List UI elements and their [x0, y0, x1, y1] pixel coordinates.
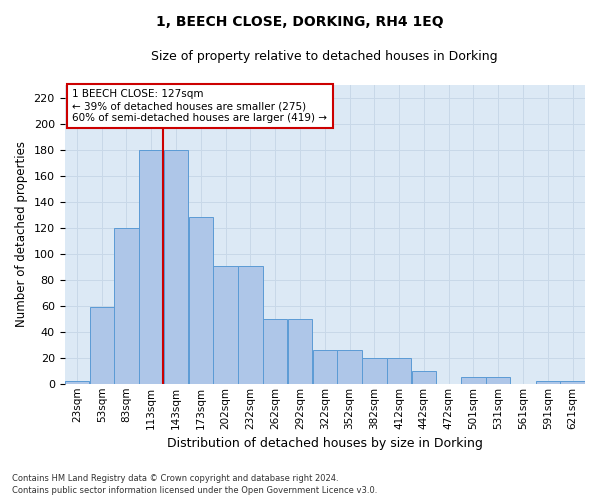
Text: 1, BEECH CLOSE, DORKING, RH4 1EQ: 1, BEECH CLOSE, DORKING, RH4 1EQ: [156, 15, 444, 29]
Bar: [288, 319, 312, 384]
Bar: [560, 381, 585, 384]
Bar: [486, 378, 511, 384]
Bar: [263, 319, 287, 384]
Title: Size of property relative to detached houses in Dorking: Size of property relative to detached ho…: [151, 50, 498, 63]
Bar: [461, 378, 485, 384]
Text: Contains HM Land Registry data © Crown copyright and database right 2024.
Contai: Contains HM Land Registry data © Crown c…: [12, 474, 377, 495]
Bar: [139, 150, 163, 384]
Bar: [362, 358, 386, 384]
Bar: [115, 228, 139, 384]
Bar: [164, 150, 188, 384]
X-axis label: Distribution of detached houses by size in Dorking: Distribution of detached houses by size …: [167, 437, 483, 450]
Bar: [214, 266, 238, 384]
Bar: [313, 350, 337, 384]
Bar: [387, 358, 412, 384]
Text: 1 BEECH CLOSE: 127sqm
← 39% of detached houses are smaller (275)
60% of semi-det: 1 BEECH CLOSE: 127sqm ← 39% of detached …: [73, 90, 328, 122]
Bar: [536, 381, 560, 384]
Bar: [337, 350, 362, 384]
Bar: [412, 371, 436, 384]
Bar: [238, 266, 263, 384]
Bar: [188, 218, 213, 384]
Bar: [65, 381, 89, 384]
Bar: [89, 307, 114, 384]
Y-axis label: Number of detached properties: Number of detached properties: [15, 142, 28, 328]
